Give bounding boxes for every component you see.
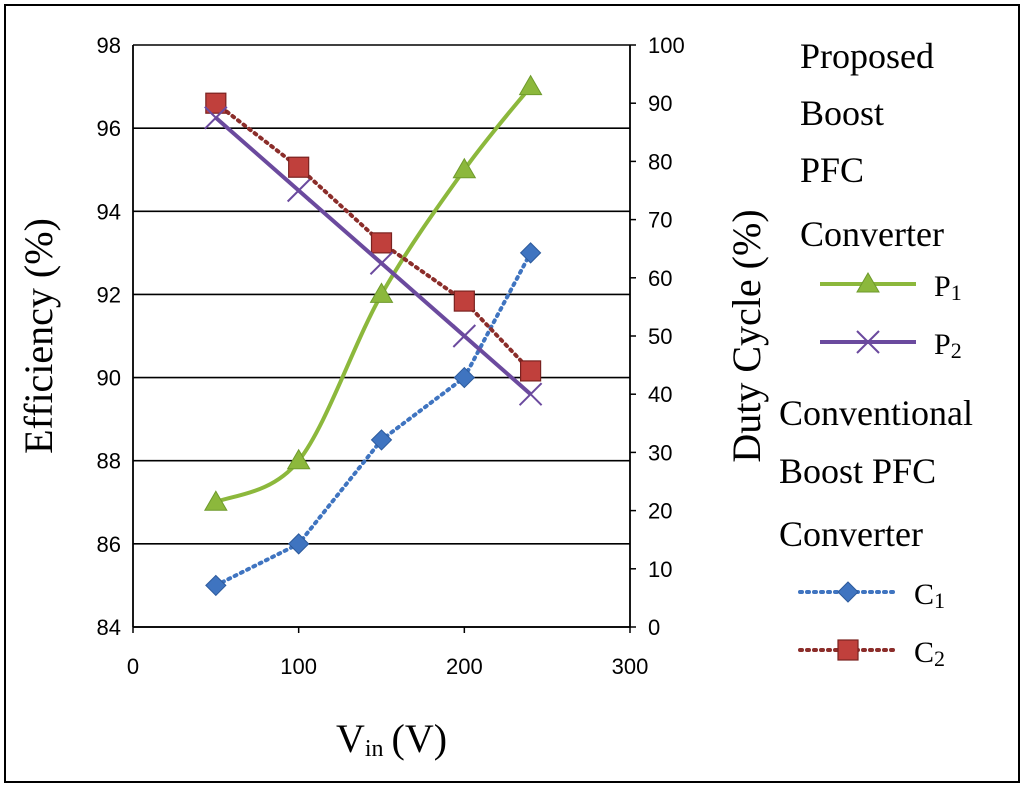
series-c2-point — [288, 156, 310, 178]
legend-heading-line: Converter — [800, 214, 944, 254]
legend-swatch-marker — [837, 639, 859, 661]
y-tick-label: 84 — [97, 615, 121, 640]
y-tick-label: 92 — [97, 282, 121, 307]
y2-tick-label: 80 — [648, 149, 672, 174]
series-p1-point — [452, 157, 477, 179]
x-tick-label: 0 — [127, 654, 139, 679]
y2-axis-title: Duty Cycle (%) — [724, 209, 769, 462]
legend-item-p2: P2 — [820, 328, 962, 363]
legend-swatch-marker — [856, 330, 880, 354]
legend-heading-line: Proposed — [800, 36, 934, 76]
series-p2 — [204, 106, 543, 406]
x-tick-label: 100 — [280, 654, 317, 679]
legend-heading-line: Converter — [779, 514, 923, 554]
legend-heading-line: Boost — [800, 93, 884, 133]
axes: 84 86 88 90 92 94 96 98 0 10 20 30 40 50 60 70 80 90 100 0 1… — [97, 33, 685, 679]
series-p2-point — [452, 324, 477, 348]
series-p2-point — [518, 382, 543, 406]
series-p1-point — [518, 74, 543, 96]
y-axis-title: Efficiency (%) — [16, 218, 61, 454]
series-c1-point — [519, 242, 542, 264]
axis-labels: Efficiency (%) Duty Cycle (%) Vin (V) — [16, 209, 769, 762]
x-tick-label: 200 — [446, 654, 483, 679]
y2-tick-label: 20 — [648, 499, 672, 524]
y2-tick-label: 70 — [648, 208, 672, 233]
legend-label: P2 — [934, 328, 962, 363]
legend: Proposed Boost PFC Converter P1 P2 Conventiona… — [779, 36, 973, 671]
series-p2-point-stroke-b — [204, 106, 228, 130]
y-tick-label: 86 — [97, 532, 121, 557]
legend-heading-line: Conventional — [779, 393, 973, 433]
legend-swatch-marker — [837, 581, 859, 603]
x-axis-title: Vin (V) — [336, 716, 447, 762]
y2-tick-label: 40 — [648, 382, 672, 407]
y-tick-label: 96 — [97, 116, 121, 141]
series-p2-point — [204, 106, 228, 130]
y2-tick-label: 50 — [648, 324, 672, 349]
legend-swatch-marker-stroke-b — [856, 330, 880, 354]
series-c2-point — [370, 232, 393, 254]
series-c2-point — [453, 290, 475, 312]
series-p1-point — [369, 282, 394, 303]
x-tick-label: 300 — [612, 654, 649, 679]
series-c1-point — [205, 574, 227, 597]
y2-tick-label: 90 — [648, 91, 672, 116]
series-p1-point — [286, 448, 311, 470]
legend-label: C2 — [914, 636, 945, 671]
legend-heading-line: Boost PFC — [779, 451, 936, 491]
series-p2-point-stroke-b — [369, 251, 394, 275]
y-tick-label: 94 — [97, 199, 121, 224]
series-c2-point — [519, 360, 542, 382]
y-tick-label: 90 — [97, 366, 121, 391]
series-p2-point — [369, 251, 394, 275]
series-c1-point — [287, 533, 310, 555]
legend-item-p1: P1 — [820, 270, 962, 305]
y-tick-label: 88 — [97, 449, 121, 474]
y-tick-label: 98 — [97, 33, 121, 58]
series-c1-point — [370, 429, 393, 451]
y2-tick-label: 30 — [648, 440, 672, 465]
legend-label: P1 — [934, 270, 962, 305]
series-p1 — [203, 74, 543, 511]
series-p2-point — [286, 178, 311, 203]
series-p1-point — [203, 490, 228, 511]
series-c2 — [205, 92, 542, 382]
legend-item-c2: C2 — [798, 636, 945, 671]
legend-label: C1 — [914, 578, 945, 613]
series-c1 — [205, 242, 542, 597]
y2-tick-label: 0 — [648, 615, 660, 640]
series-p2-point-stroke-b — [452, 324, 477, 348]
legend-item-c1: C1 — [798, 578, 945, 613]
series-layer — [203, 74, 543, 597]
series-c1-point — [453, 366, 476, 389]
legend-heading-line: PFC — [800, 150, 864, 190]
y2-tick-label: 100 — [648, 33, 685, 58]
series-p2-point-stroke-b — [286, 178, 311, 203]
y2-tick-label: 10 — [648, 557, 672, 582]
series-p2-point-stroke-b — [518, 382, 543, 406]
legend-swatch-marker — [856, 272, 880, 293]
series-c2-point — [205, 92, 227, 114]
y2-tick-label: 60 — [648, 266, 672, 291]
